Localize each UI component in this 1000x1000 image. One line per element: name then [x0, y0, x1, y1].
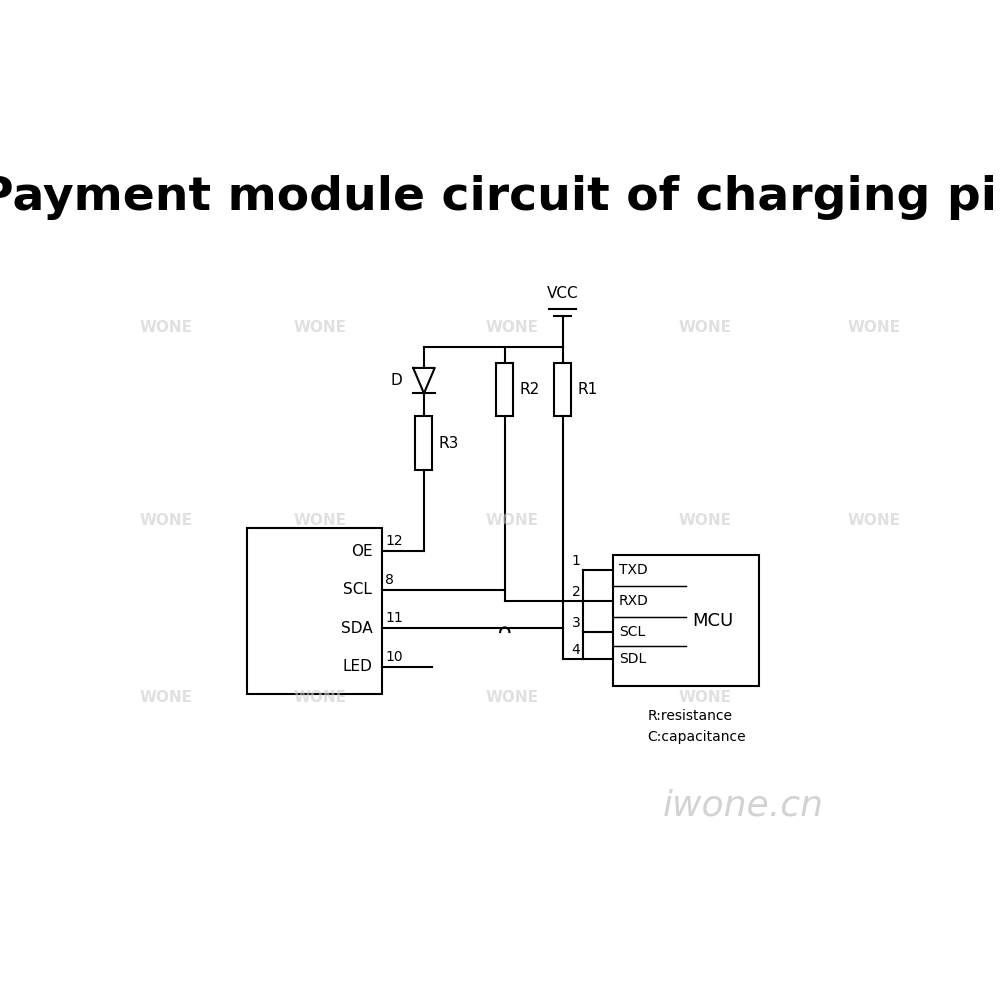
Text: 8: 8 [385, 573, 394, 587]
Text: WONE: WONE [294, 320, 347, 335]
Text: 1: 1 [571, 554, 580, 568]
Text: 11: 11 [385, 611, 403, 625]
Text: WONE: WONE [140, 513, 192, 528]
Text: WONE: WONE [486, 690, 539, 705]
Text: WONE: WONE [678, 320, 732, 335]
Bar [415, 416, 432, 470]
Bar [247, 528, 382, 694]
Text: OE: OE [351, 544, 372, 559]
Text: 3: 3 [572, 616, 580, 630]
Text: 2: 2 [572, 585, 580, 599]
Text: SDL: SDL [619, 652, 646, 666]
Text: D: D [390, 373, 402, 388]
Text: RXD: RXD [619, 594, 649, 608]
Text: SCL: SCL [343, 582, 372, 597]
Text: TXD: TXD [619, 563, 648, 577]
Text: WONE: WONE [848, 320, 901, 335]
Text: VCC: VCC [547, 286, 578, 301]
Text: WONE: WONE [678, 690, 732, 705]
Text: R1: R1 [577, 382, 597, 397]
Text: R2: R2 [519, 382, 540, 397]
Text: R3: R3 [439, 436, 459, 451]
Text: Payment module circuit of charging pile: Payment module circuit of charging pile [0, 174, 1000, 220]
Text: 4: 4 [572, 643, 580, 657]
Bar [554, 363, 571, 416]
Text: SCL: SCL [619, 625, 645, 639]
Text: WONE: WONE [294, 690, 347, 705]
Text: 10: 10 [385, 650, 403, 664]
Text: iwone.cn: iwone.cn [663, 788, 824, 822]
Text: WONE: WONE [678, 513, 732, 528]
Text: MCU: MCU [692, 611, 733, 630]
Text: WONE: WONE [486, 513, 539, 528]
Text: LED: LED [342, 659, 372, 674]
Text: SDA: SDA [341, 621, 372, 636]
Text: 12: 12 [385, 534, 403, 548]
Bar [613, 555, 759, 686]
Text: R:resistance
C:capacitance: R:resistance C:capacitance [647, 709, 746, 744]
Text: WONE: WONE [140, 690, 192, 705]
Text: WONE: WONE [294, 513, 347, 528]
Text: WONE: WONE [848, 513, 901, 528]
Bar [496, 363, 513, 416]
Text: WONE: WONE [140, 320, 192, 335]
Text: WONE: WONE [486, 320, 539, 335]
